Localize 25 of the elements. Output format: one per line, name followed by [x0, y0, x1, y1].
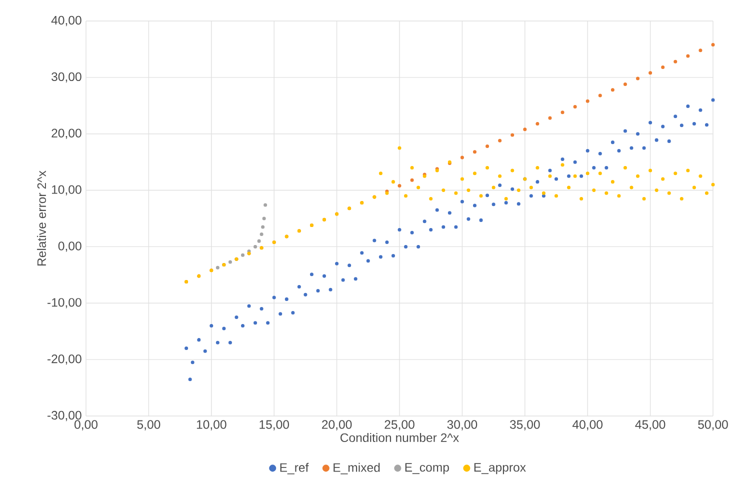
x-tick-label: 25,00	[384, 420, 414, 430]
x-tick-label: 35,00	[510, 420, 540, 430]
x-axis-title: Condition number 2^x	[340, 433, 459, 442]
y-tick-label: -10,00	[48, 298, 82, 308]
y-tick-label: -30,00	[48, 410, 82, 422]
x-tick-label: 0,00	[74, 420, 98, 430]
x-tick-label: 50,00	[698, 420, 728, 430]
x-tick-label: 10,00	[196, 420, 226, 430]
y-axis-title: Relative error 2^x	[37, 170, 46, 266]
x-tick-label: 15,00	[260, 420, 290, 430]
legend-label: E_comp	[405, 463, 449, 474]
legend-label: E_approx	[474, 463, 526, 474]
y-tick-label: 40,00	[51, 16, 82, 26]
x-tick-label: 45,00	[635, 420, 666, 430]
y-tick-label: 20,00	[52, 128, 82, 139]
x-tick-label: 5,00	[137, 420, 160, 430]
legend-label: E_ref	[280, 462, 309, 474]
legend-label: E_mixed	[334, 462, 380, 474]
x-tick-label: 30,00	[447, 420, 478, 430]
y-tick-label: -20,00	[48, 354, 82, 365]
x-tick-label: 40,00	[572, 420, 603, 430]
y-tick-label: 30,00	[52, 72, 82, 83]
y-tick-label: 10,00	[52, 185, 82, 196]
x-tick-label: 20,00	[322, 420, 352, 430]
y-tick-label: 0,00	[58, 242, 82, 252]
